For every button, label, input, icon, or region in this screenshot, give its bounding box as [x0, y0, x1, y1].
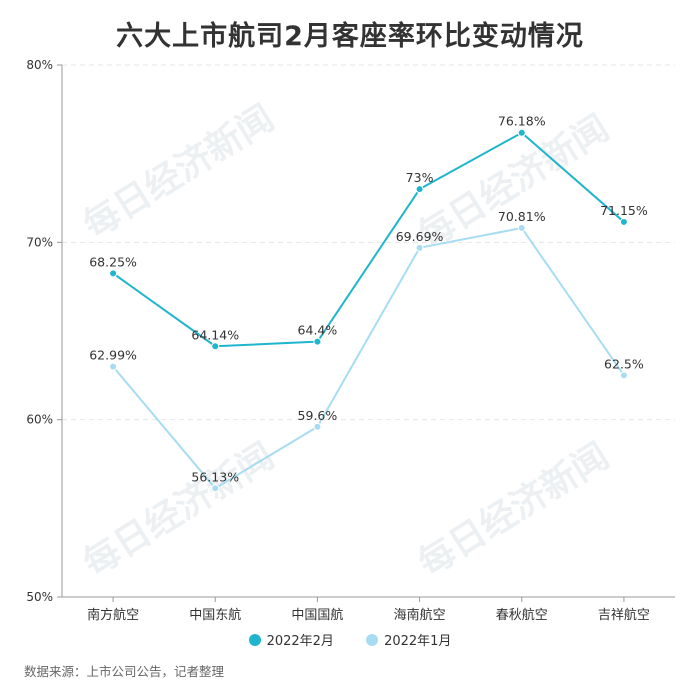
data-label: 69.69%: [396, 229, 444, 244]
data-label: 76.18%: [498, 114, 546, 129]
data-point: [619, 217, 628, 226]
data-point: [415, 243, 424, 252]
data-point: [211, 484, 220, 493]
x-tick-label: 吉祥航空: [598, 607, 650, 623]
y-tick-label: 70%: [26, 235, 53, 249]
data-point: [517, 223, 526, 232]
series-layer: [109, 128, 628, 493]
x-tick-label: 中国东航: [189, 607, 241, 623]
data-point: [415, 185, 424, 194]
data-label: 59.6%: [298, 408, 338, 423]
data-point: [211, 342, 220, 351]
legend-label: 2022年1月: [384, 634, 452, 649]
x-tick-label: 中国国航: [291, 607, 343, 623]
watermark-text: 每日经济新闻: [411, 436, 616, 585]
y-tick-label: 60%: [26, 413, 53, 427]
data-label: 70.81%: [498, 209, 546, 224]
data-label: 73%: [406, 170, 434, 185]
data-source-note: 数据来源：上市公司公告，记者整理: [24, 664, 225, 679]
legend-item-jan[interactable]: 2022年1月: [366, 630, 451, 649]
legend-dot-icon: [366, 634, 379, 646]
legend: 2022年2月 2022年1月: [0, 630, 700, 649]
data-point: [619, 371, 628, 380]
data-labels: 62.99% 56.13% 59.6% 69.69% 70.81% 62.5% 68.25%…: [89, 114, 648, 485]
y-tick-label: 80%: [26, 58, 53, 72]
legend-label: 2022年2月: [266, 634, 334, 649]
data-point: [313, 337, 322, 346]
series-line-feb: [112, 131, 625, 348]
x-tick-label: 春秋航空: [496, 607, 548, 623]
gridlines: [62, 64, 675, 421]
data-point: [109, 362, 118, 371]
data-label: 64.4%: [298, 323, 338, 338]
chart-title: 六大上市航司2月客座率环比变动情况: [116, 21, 584, 52]
data-label: 71.15%: [600, 203, 648, 218]
watermark-text: 每日经济新闻: [76, 436, 281, 585]
watermark-text: 每日经济新闻: [76, 98, 281, 247]
y-tick-label: 50%: [26, 590, 53, 604]
series-line-jan: [112, 226, 625, 490]
data-label: 56.13%: [191, 469, 239, 484]
data-point: [109, 269, 118, 278]
data-point: [313, 422, 322, 431]
data-label: 62.99%: [89, 348, 137, 363]
data-point: [517, 128, 526, 137]
legend-item-feb[interactable]: 2022年2月: [248, 630, 334, 649]
axes: 50% 60% 70% 80% 南方航空 中国东航 中国国航 海南航空 春秋航空 吉祥航空: [26, 58, 675, 623]
x-tick-label: 海南航空: [394, 607, 446, 623]
data-label: 68.25%: [89, 254, 137, 269]
x-tick-label: 南方航空: [87, 607, 139, 623]
legend-dot-icon: [248, 634, 261, 646]
data-label: 64.14%: [191, 327, 239, 342]
data-label: 62.5%: [604, 356, 644, 371]
